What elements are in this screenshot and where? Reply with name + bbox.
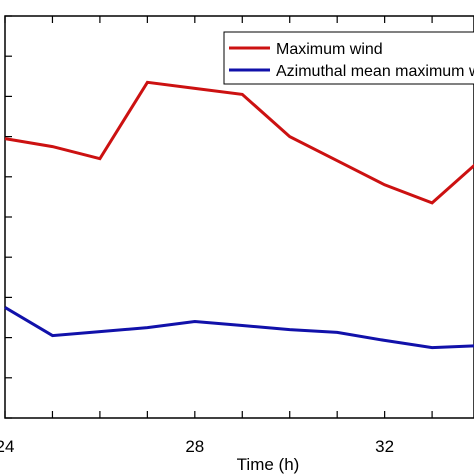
x-tick-labels: 24 28 32 xyxy=(0,437,394,456)
legend: Maximum wind Azimuthal mean maximum wind xyxy=(223,31,474,85)
x-tick-label: 28 xyxy=(185,437,204,456)
y-axis-ticks xyxy=(5,15,12,419)
x-axis-ticks xyxy=(4,16,433,418)
x-axis-label: Time (h) xyxy=(237,455,300,474)
x-tick-label: 24 xyxy=(0,437,14,456)
legend-label-maximum-wind: Maximum wind xyxy=(276,41,383,58)
series-line-azimuthal-mean-maximum-wind xyxy=(4,306,474,350)
legend-label-azimuthal-mean-maximum-wind: Azimuthal mean maximum wind xyxy=(276,63,474,80)
series-layer xyxy=(4,80,474,350)
legend-box xyxy=(223,31,474,85)
series-line-maximum-wind xyxy=(4,80,474,205)
x-tick-label: 32 xyxy=(375,437,394,456)
